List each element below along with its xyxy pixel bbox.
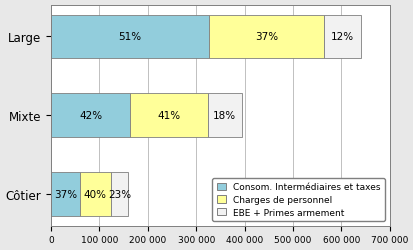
- Bar: [110, 172, 128, 216]
- Text: 23%: 23%: [108, 189, 131, 199]
- Text: 18%: 18%: [213, 111, 236, 121]
- Bar: [79, 172, 110, 216]
- Bar: [209, 16, 323, 59]
- Bar: [51, 172, 79, 216]
- Text: 37%: 37%: [254, 32, 277, 42]
- Text: 42%: 42%: [79, 111, 102, 121]
- Bar: [51, 94, 130, 137]
- Text: 40%: 40%: [83, 189, 107, 199]
- Bar: [130, 94, 207, 137]
- Text: 37%: 37%: [54, 189, 77, 199]
- Legend: Consom. Intermédiaires et taxes, Charges de personnel, EBE + Primes armement: Consom. Intermédiaires et taxes, Charges…: [212, 178, 385, 221]
- Bar: [207, 94, 241, 137]
- Text: 51%: 51%: [118, 32, 141, 42]
- Text: 41%: 41%: [157, 111, 180, 121]
- Text: 12%: 12%: [330, 32, 353, 42]
- Bar: [323, 16, 360, 59]
- Bar: [51, 16, 209, 59]
